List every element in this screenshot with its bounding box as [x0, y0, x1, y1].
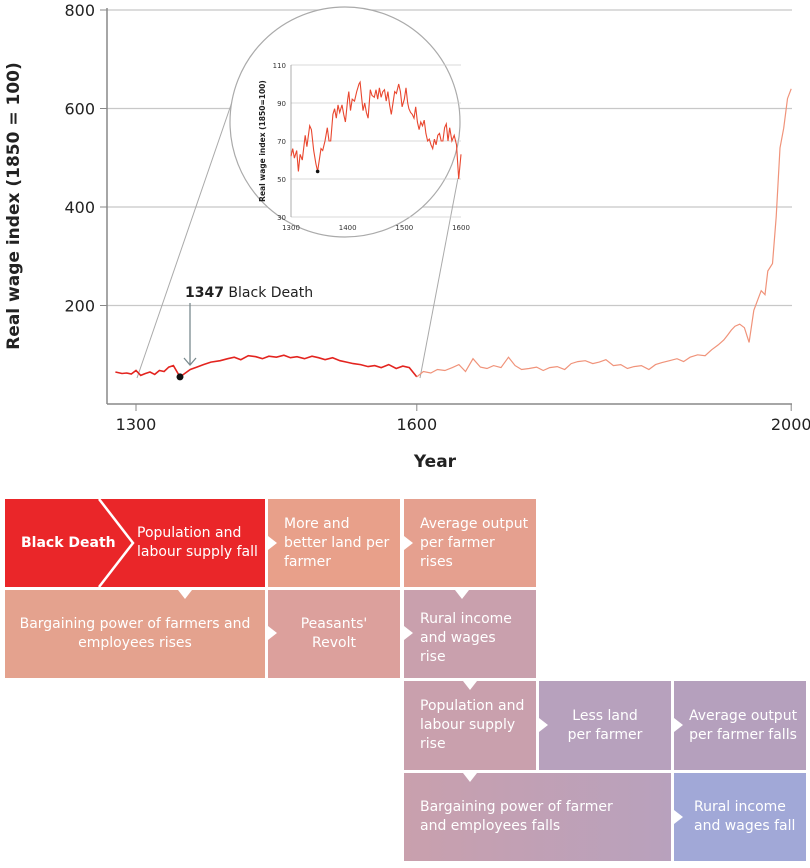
box-output-rises: Average output per farmer rises	[404, 499, 536, 587]
black-death-label: Black Death	[21, 534, 116, 551]
box-text: Less land per farmer	[567, 707, 643, 743]
arrow-right-icon	[539, 718, 548, 732]
box-bargaining-falls: Bargaining power of farmer and employees…	[404, 773, 671, 861]
arrow-down-icon	[178, 590, 192, 599]
box-text: Average output per farmer falls	[688, 707, 798, 743]
zoom-connector-right	[419, 177, 459, 379]
box-more-land: More and better land per farmer	[268, 499, 400, 587]
inset-x-tick-label: 1600	[452, 224, 470, 232]
y-axis-label: Real wage index (1850 = 100)	[4, 62, 24, 350]
inset-y-tick-label: 90	[277, 100, 286, 108]
box-text: Peasants' Revolt	[300, 616, 368, 651]
annotation-year: 1347	[185, 285, 224, 301]
x-axis-label: Year	[413, 452, 457, 472]
annotation-label: 1347 Black Death	[185, 285, 313, 301]
box-less-land: Less land per farmer	[539, 681, 671, 770]
box-output-falls: Average output per farmer falls	[674, 681, 806, 770]
y-tick-label: 800	[64, 1, 95, 20]
box-bargaining-rises: Bargaining power of farmers and employee…	[5, 590, 265, 678]
box-text: Population and labour supply fall	[137, 525, 258, 560]
arrow-right-icon	[404, 626, 413, 640]
box-text: Average output per farmer rises	[420, 515, 529, 570]
inset-y-tick-label: 70	[277, 138, 286, 146]
x-tick-label: 1600	[396, 415, 437, 434]
y-tick-label: 200	[64, 297, 95, 316]
inset-y-tick-label: 50	[277, 176, 286, 184]
inset-x-tick-label: 1300	[282, 224, 300, 232]
box-wages-fall: Rural income and wages fall	[674, 773, 806, 861]
arrow-right-icon	[268, 536, 277, 550]
box-text: Population and labour supply rise	[420, 698, 525, 752]
series-line-pre-1600	[115, 354, 418, 379]
box-black-death: Black Death Population and labour supply…	[5, 499, 265, 587]
inset-y-tick-label: 30	[277, 214, 286, 222]
arrow-down-icon	[463, 773, 477, 782]
zoom-connector-left	[136, 69, 244, 379]
inset-y-axis-label: Real wage index (1850=100)	[258, 80, 267, 202]
x-tick-label: 2000	[771, 415, 810, 434]
arrow-right-icon	[268, 626, 277, 640]
main-chart: 200 400 600 800 1300 1600 2000 Real wage index…	[4, 1, 810, 472]
arrow-right-icon	[674, 718, 683, 732]
box-population-rise: Population and labour supply rise	[404, 681, 536, 770]
chevron-icon	[98, 499, 135, 587]
arrow-right-icon	[674, 810, 683, 824]
annotation-arrowhead	[183, 357, 197, 366]
x-tick-label: 1300	[116, 415, 157, 434]
series-line-post-1600	[416, 88, 792, 378]
black-death-marker	[176, 373, 184, 381]
annotation-text: Black Death	[228, 285, 313, 301]
inset-x-tick-label: 1400	[339, 224, 357, 232]
box-text: Rural income and wages fall	[694, 799, 796, 834]
y-tick-label: 400	[64, 198, 95, 217]
box-text: Bargaining power of farmer and employees…	[420, 799, 613, 834]
arrow-right-icon	[404, 536, 413, 550]
arrow-down-icon	[463, 681, 477, 690]
inset-x-tick-label: 1500	[395, 224, 413, 232]
inset-series-line	[290, 80, 462, 180]
box-peasants-revolt: Peasants' Revolt	[268, 590, 400, 678]
box-text: More and better land per farmer	[284, 515, 390, 570]
box-text: Rural income and wages rise	[420, 610, 512, 665]
inset-y-tick-label: 110	[273, 62, 286, 70]
box-wages-rise: Rural income and wages rise	[404, 590, 536, 678]
arrow-down-icon	[455, 590, 469, 599]
y-tick-label: 600	[64, 100, 95, 119]
box-text: Bargaining power of farmers and employee…	[19, 616, 251, 651]
inset-black-death-marker	[315, 169, 320, 174]
